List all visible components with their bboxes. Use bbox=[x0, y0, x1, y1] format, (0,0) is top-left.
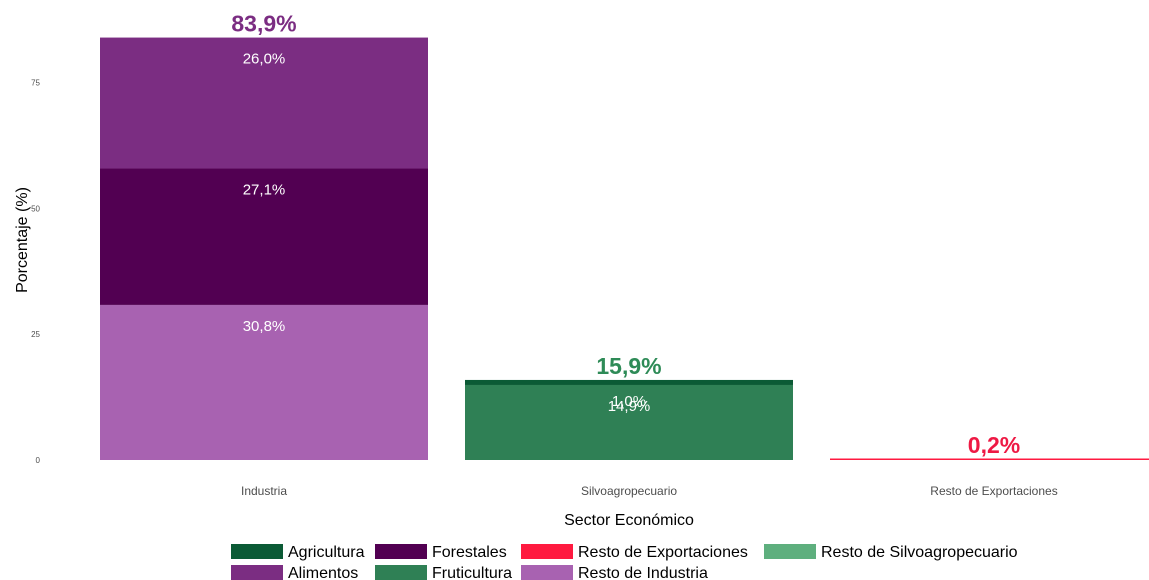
bar-segment bbox=[465, 379, 793, 385]
legend-label: Forestales bbox=[432, 544, 507, 561]
legend-swatch bbox=[375, 565, 427, 580]
legend-swatch bbox=[231, 544, 283, 559]
x-tick-label: Silvoagropecuario bbox=[581, 484, 677, 498]
legend-swatch bbox=[375, 544, 427, 559]
segment-value-label: 1,0% bbox=[612, 393, 646, 410]
legend-swatch bbox=[231, 565, 283, 580]
legend-label: Fruticultura bbox=[432, 565, 512, 580]
bar-total-label: 83,9% bbox=[231, 11, 296, 37]
legend-label: Resto de Industria bbox=[578, 565, 708, 580]
legend-label: Resto de Silvoagropecuario bbox=[821, 544, 1018, 561]
bars: 30,8% 27,1% 26,0% 83,9% 14,9%1,0% 15,9% 0,2% bbox=[100, 11, 1149, 460]
legend-label: Alimentos bbox=[288, 565, 358, 580]
segment-value-label: 30,8% bbox=[243, 318, 286, 335]
bar-total-label: 15,9% bbox=[596, 353, 661, 379]
legend-swatch bbox=[521, 544, 573, 559]
bar-segment bbox=[465, 384, 793, 460]
x-axis-title: Sector Económico bbox=[564, 512, 694, 529]
bar-segment bbox=[830, 458, 1149, 460]
y-axis-title: Porcentaje (%) bbox=[14, 187, 31, 293]
bar-segment bbox=[100, 37, 428, 169]
legend-label: Agricultura bbox=[288, 544, 365, 561]
legend-swatch bbox=[764, 544, 816, 559]
y-tick-label: 0 bbox=[36, 456, 41, 465]
x-tick-label: Resto de Exportaciones bbox=[930, 484, 1057, 498]
y-axis-ticks: 0 25 50 75 bbox=[31, 78, 40, 465]
legend: Agricultura Forestales Resto de Exportacio… bbox=[231, 544, 1018, 580]
y-tick-label: 75 bbox=[31, 78, 40, 87]
y-tick-label: 25 bbox=[31, 330, 40, 339]
bar-segment bbox=[100, 304, 428, 460]
x-tick-label: Industria bbox=[241, 484, 287, 498]
segment-value-label: 27,1% bbox=[243, 181, 286, 198]
bar-segment bbox=[100, 168, 428, 305]
x-axis-ticks: Industria Silvoagropecuario Resto de Expor… bbox=[241, 484, 1058, 498]
segment-value-label: 14,9% bbox=[608, 398, 651, 415]
bar-total-label: 0,2% bbox=[968, 432, 1020, 458]
y-tick-label: 50 bbox=[31, 204, 40, 213]
segment-value-label: 26,0% bbox=[243, 51, 286, 68]
legend-label: Resto de Exportaciones bbox=[578, 544, 748, 561]
legend-swatch bbox=[521, 565, 573, 580]
